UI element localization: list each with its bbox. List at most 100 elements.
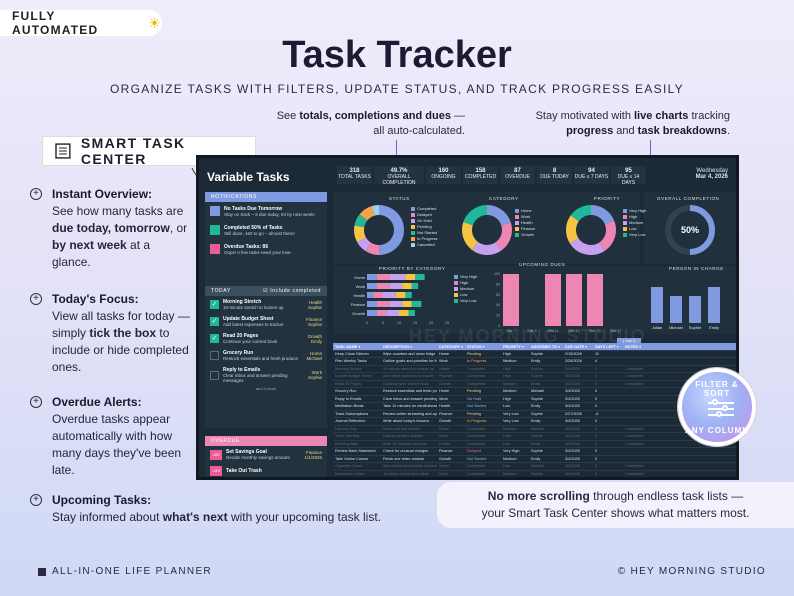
column-header[interactable]: ASSIGNED TO ▾ — [531, 344, 561, 349]
task-checkbox[interactable]: ✓ — [210, 317, 219, 326]
table-row[interactable]: Deep Clean Kitchen Wipe counters and clea… — [333, 351, 736, 358]
table-cell: Yoga Session — [333, 479, 381, 480]
bar — [395, 292, 406, 298]
table-cell: 0 — [595, 389, 598, 394]
table-cell: Discuss project updates — [383, 434, 424, 439]
table-cell[interactable]: Completed — [467, 471, 486, 476]
column-header[interactable]: DESCRIPTION ▾ — [383, 344, 412, 349]
column-header[interactable]: CATEGORY ▾ — [439, 344, 463, 349]
table-row[interactable]: Laundry Day Wash and fold clothes Home Comp… — [333, 426, 736, 433]
column-header[interactable]: STATUS ▾ — [467, 344, 485, 349]
table-row[interactable]: Track Subscriptions Review active streami… — [333, 411, 736, 418]
task-checkbox[interactable]: ✓ — [210, 300, 219, 309]
today-task[interactable]: ✓ Morning Stretch 10-minute stretch to loo… — [210, 299, 322, 310]
bar — [545, 274, 561, 326]
today-panel: TODAY ☑ Include completed ✓ Morning Stretc… — [205, 286, 327, 428]
table-row[interactable]: Meditation Break Take 10 minutes for mind… — [333, 403, 736, 411]
table-cell: Write about today's lessons — [383, 419, 430, 424]
column-header[interactable]: DAYS LEFT ▾ — [595, 344, 619, 349]
table-cell[interactable]: Completed — [467, 434, 486, 439]
table-cell[interactable]: In Progress — [467, 359, 487, 364]
table-cell: Wash and fold clothes — [383, 426, 421, 431]
table-cell[interactable]: Delayed — [467, 449, 481, 454]
table-cell: High — [503, 374, 511, 379]
include-completed-toggle[interactable]: ☑ Include completed — [263, 288, 321, 294]
totals-callout: See totals, completions and dues — all a… — [276, 110, 465, 137]
bar — [689, 296, 701, 323]
table-cell[interactable]: Completed — [467, 366, 486, 371]
table-cell[interactable]: Completed — [467, 426, 486, 431]
bar — [367, 310, 377, 316]
table-cell: 0 — [595, 441, 598, 446]
today-task[interactable]: ✓ Update Budget Sheet Add latest expenses … — [210, 316, 322, 327]
table-cell[interactable]: In Progress — [467, 419, 487, 424]
legend-entry: High — [454, 280, 477, 286]
column-header[interactable]: TASK NAME ▾ — [335, 344, 361, 349]
table-cell: Clear inbox and answer pending messages — [383, 396, 437, 401]
pie-slice — [570, 205, 592, 222]
priority-legend: Very High High Medium Low Very Low — [623, 208, 646, 238]
table-cell: 3/4/2026 — [565, 389, 580, 394]
table-row[interactable]: Update Budget Sheet Add latest expenses t… — [333, 373, 736, 381]
pie-slice — [590, 205, 615, 225]
bar — [587, 274, 603, 326]
table-row[interactable]: Plan Weekly Tasks Outline goals and prior… — [333, 358, 736, 366]
task-checkbox[interactable]: ✓ — [210, 334, 219, 343]
notifications-panel: NOTIFICATIONS No Tasks Due Tomorrow Stay … — [205, 192, 327, 298]
table-row[interactable]: Review Bank Statement Check for unusual c… — [333, 448, 736, 456]
table-row[interactable]: Reply to Emails Clear inbox and answer pe… — [333, 396, 736, 403]
table-cell: Health — [437, 479, 465, 480]
pie-slice — [354, 225, 367, 243]
bar — [386, 310, 399, 316]
today-task[interactable]: Grocery Run Restock essentials and fresh … — [205, 347, 327, 364]
table-cell: Completed — [625, 366, 644, 371]
table-row[interactable]: Organize Closet Sort clothes and donate u… — [333, 463, 736, 471]
table-cell: 0 — [595, 449, 598, 454]
legend-entry: Medium — [623, 220, 646, 226]
tick-label: Mar 17 — [610, 329, 621, 333]
table-row[interactable]: Morning Stretch 10-minute stretch to loos… — [333, 366, 736, 373]
table-cell[interactable]: On Hold — [467, 396, 481, 401]
table-cell[interactable]: Completed — [465, 479, 501, 480]
table-cell[interactable]: Completed — [467, 374, 486, 379]
table-cell[interactable]: Completed — [467, 464, 486, 469]
table-cell: 0 — [595, 366, 598, 371]
table-cell: 2/15/2026 — [565, 351, 582, 356]
feature-todays-focus: + Today's Focus: View all tasks for today… — [30, 291, 190, 376]
pie-slice — [359, 206, 375, 221]
table-cell: 3/4/2026 — [565, 404, 580, 409]
column-header[interactable]: DUE DATE ▾ — [565, 344, 588, 349]
table-row[interactable]: Evening Walk Walk 30 minutes outdoors Heal… — [333, 441, 736, 448]
table-row[interactable]: Yoga SessionFollow a 20-minute yoga flow… — [333, 478, 737, 480]
table-row[interactable]: Journal Reflection Write about today's le… — [333, 418, 736, 426]
table-cell[interactable]: Completed — [467, 381, 486, 386]
table-row[interactable]: Brainstorm Ideas Jot down new project ide… — [333, 471, 736, 478]
table-cell[interactable]: Not Started — [467, 456, 487, 461]
table-cell[interactable]: Pending — [467, 351, 481, 356]
table-cell[interactable]: Not Started — [467, 404, 487, 409]
more-tasks-link[interactable]: and 3 more — [255, 386, 277, 391]
page-title: Task Tracker — [282, 34, 512, 76]
table-cell: 3/4/2026 — [565, 366, 580, 371]
today-task[interactable]: Reply to Emails Clear inbox and answer pe… — [205, 364, 327, 386]
table-cell[interactable]: Completed — [467, 441, 486, 446]
today-task[interactable]: ✓ Read 20 Pages Continue your current book… — [210, 333, 322, 344]
table-cell[interactable]: Pending — [467, 411, 481, 416]
table-row[interactable]: Take Online Course Finish one video modul… — [333, 456, 736, 463]
table-cell: 0 — [595, 419, 598, 424]
table-row[interactable]: Team Meeting Discuss project updates Work C… — [333, 433, 736, 441]
table-row[interactable]: Grocery Run Restock essentials and fresh … — [333, 388, 736, 396]
table-cell: Completed — [623, 479, 737, 480]
column-header[interactable]: NOTES ▾ — [625, 344, 642, 349]
table-cell: Completed — [625, 381, 644, 386]
task-checkbox[interactable] — [210, 351, 219, 360]
table-cell: Team Meeting — [335, 434, 359, 439]
table-cell: Journal Reflection — [335, 419, 366, 424]
table-cell: Completed — [625, 374, 644, 379]
table-header-row[interactable]: TASK NAME ▾ DESCRIPTION ▾ CATEGORY ▾ STATUS… — [333, 343, 736, 351]
table-cell[interactable]: Pending — [467, 389, 481, 394]
table-row[interactable]: Read 20 Pages Continue your current book G… — [333, 381, 736, 388]
task-checkbox[interactable] — [210, 370, 219, 380]
plus-icon: + — [30, 293, 42, 305]
column-header[interactable]: PRIORITY ▾ — [503, 344, 524, 349]
